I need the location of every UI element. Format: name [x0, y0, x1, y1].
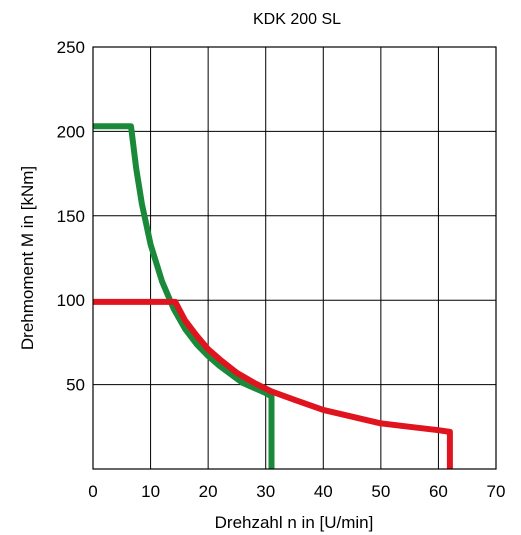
x-tick-label: 20: [199, 482, 218, 501]
x-tick-label: 40: [314, 482, 333, 501]
y-tick-label: 50: [66, 376, 85, 395]
series-line-2: [93, 298, 453, 469]
series-line-1: [93, 123, 275, 469]
chart-title: KDK 200 SL: [253, 11, 341, 28]
tick-labels: 0 10 20 30 40 50 60 70 50 100 150 200 250: [57, 38, 506, 501]
y-tick-label: 250: [57, 38, 85, 57]
plot-frame: [92, 46, 497, 470]
grid: [93, 47, 496, 469]
y-tick-label: 200: [57, 122, 85, 141]
x-tick-label: 0: [88, 482, 97, 501]
y-tick-label: 100: [57, 291, 85, 310]
x-tick-label: 10: [141, 482, 160, 501]
x-tick-label: 30: [256, 482, 275, 501]
x-tick-label: 70: [487, 482, 506, 501]
x-tick-label: 50: [371, 482, 390, 501]
x-axis-label: Drehzahl n in [U/min]: [215, 513, 374, 532]
series-layer: [93, 123, 453, 469]
x-tick-label: 60: [429, 482, 448, 501]
y-axis-label: Drehmoment M in [kNm]: [18, 166, 37, 350]
y-tick-label: 150: [57, 207, 85, 226]
